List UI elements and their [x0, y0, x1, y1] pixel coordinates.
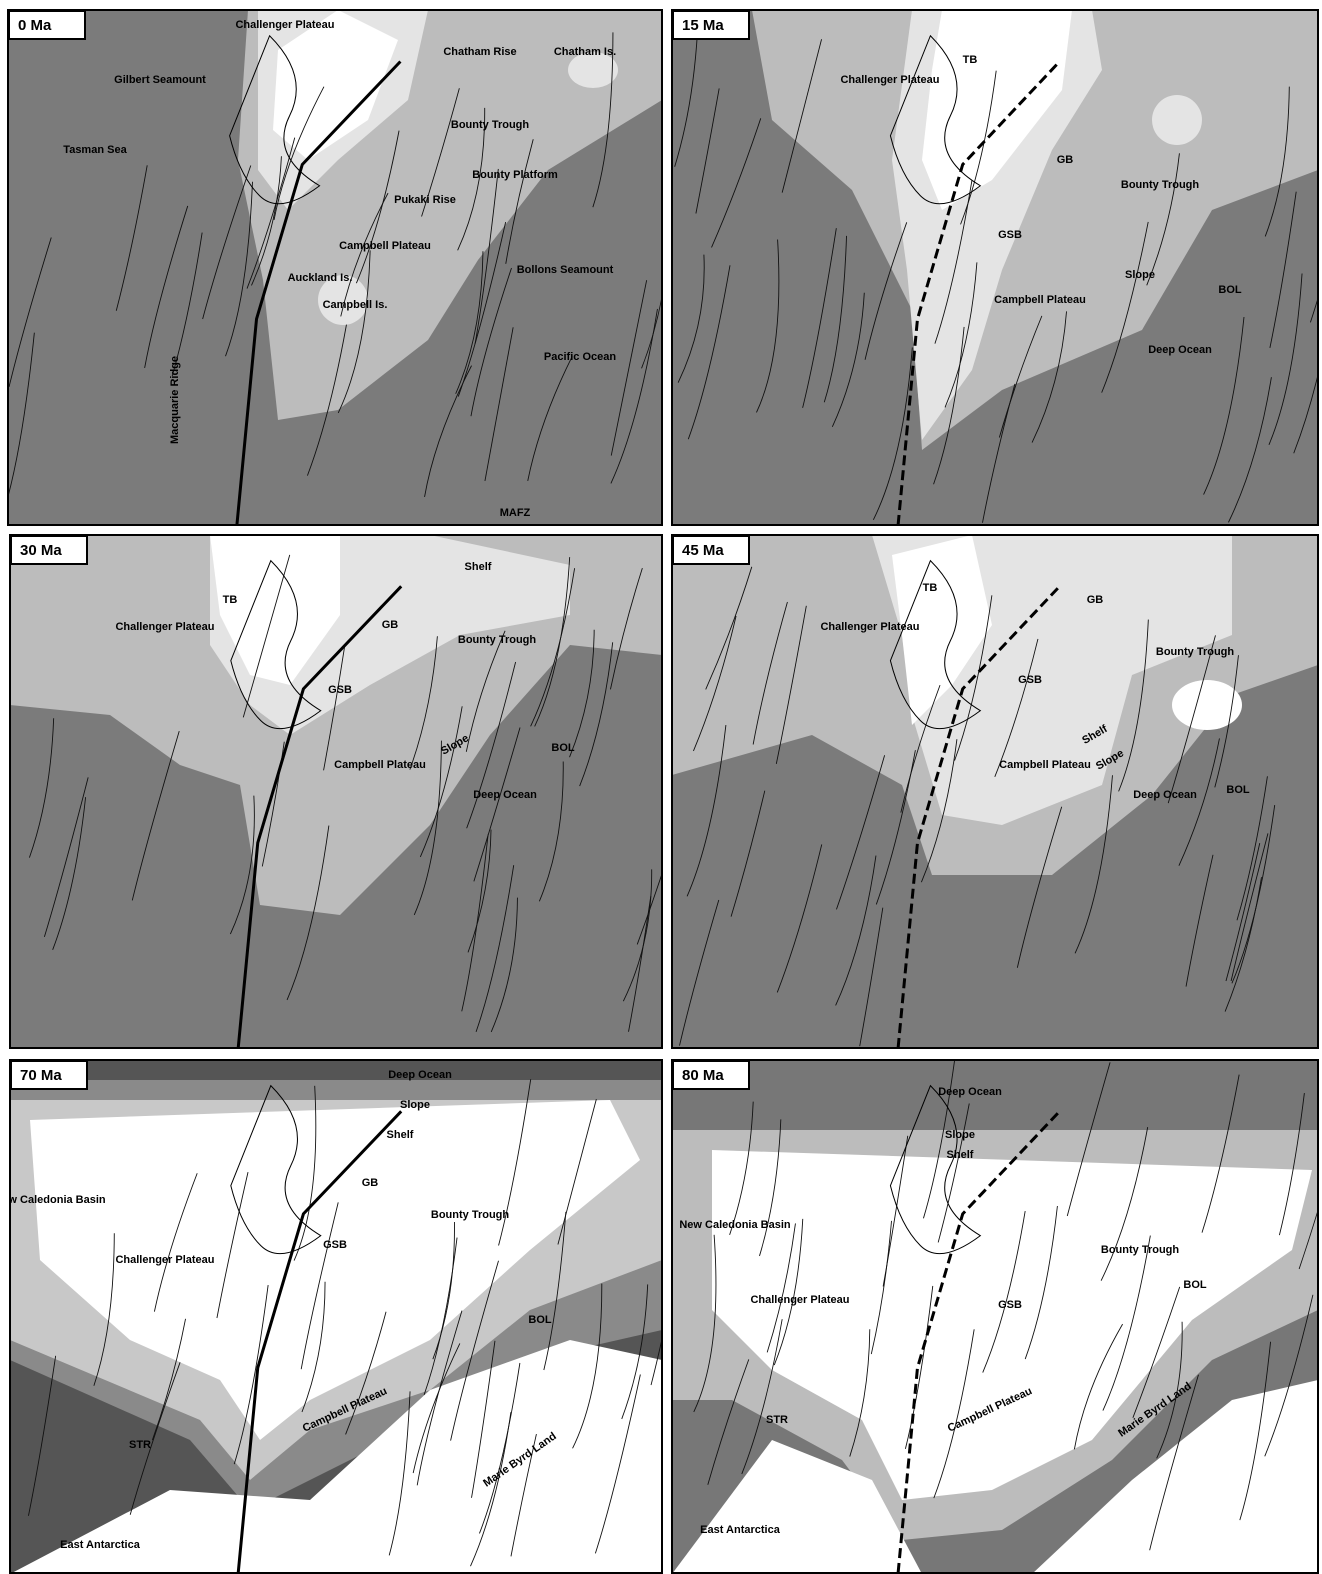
place-label: Shelf	[465, 561, 492, 573]
age-label: 70 Ma	[20, 1067, 62, 1084]
place-label: GSB	[998, 1299, 1022, 1311]
place-label: Campbell Plateau	[334, 759, 426, 771]
panel-content: Challenger Plateau Bounty Trough Campbell …	[672, 10, 1322, 525]
place-label: BOL	[1218, 284, 1242, 296]
map-panel: Deep Ocean Slope Shelf New Caledonia Basin C…	[0, 1060, 687, 1574]
place-label: Slope	[400, 1099, 430, 1111]
age-label: 0 Ma	[18, 17, 52, 34]
place-label: Campbell Plateau	[339, 240, 431, 252]
place-label: Auckland Is.	[288, 272, 353, 284]
place-label: Campbell Plateau	[994, 294, 1086, 306]
place-label: Challenger Plateau	[820, 621, 919, 633]
place-label: Bounty Trough	[1156, 646, 1234, 658]
place-label: Bounty Trough	[451, 119, 529, 131]
place-label: Chatham Is.	[554, 46, 616, 58]
map-panel: Challenger Plateau Bounty Trough Campbell …	[672, 535, 1318, 1048]
place-label: Deep Ocean	[473, 789, 537, 801]
age-label: 30 Ma	[20, 542, 62, 559]
place-label: Challenger Plateau	[115, 1254, 214, 1266]
panel-content: Deep Ocean Slope Shelf New Caledonia Basin C…	[672, 1050, 1322, 1574]
place-label: BOL	[1226, 784, 1250, 796]
place-label: Deep Ocean	[1133, 789, 1197, 801]
map-panel: Challenger Plateau Shelf Bounty Trough Camp…	[10, 535, 681, 1048]
age-label: 80 Ma	[682, 1067, 724, 1084]
place-label: Campbell Plateau	[999, 759, 1091, 771]
place-label: Deep Ocean	[1148, 344, 1212, 356]
place-label: TB	[963, 54, 978, 66]
place-label: STR	[129, 1439, 151, 1451]
place-label: Deep Ocean	[388, 1069, 452, 1081]
place-label: Bounty Trough	[458, 634, 536, 646]
place-label: Tasman Sea	[63, 144, 127, 156]
place-label: Gilbert Seamount	[114, 74, 206, 86]
place-label: STR	[766, 1414, 788, 1426]
place-label: Campbell Is.	[323, 299, 388, 311]
place-label: Slope	[945, 1129, 975, 1141]
place-label: Challenger Plateau	[235, 19, 334, 31]
place-label: Challenger Plateau	[750, 1294, 849, 1306]
place-label: Macquarie Ridge	[169, 356, 181, 444]
place-label: Bounty Trough	[1121, 179, 1199, 191]
panel-content: Deep Ocean Slope Shelf New Caledonia Basin C…	[0, 1060, 687, 1574]
place-label: GSB	[328, 684, 352, 696]
place-label: GB	[1087, 594, 1104, 606]
place-label: Bollons Seamount	[517, 264, 614, 276]
place-label: Chatham Rise	[443, 46, 516, 58]
place-label: East Antarctica	[60, 1539, 141, 1551]
place-label: GB	[382, 619, 399, 631]
map-panel: Challenger Plateau Bounty Trough Campbell …	[672, 10, 1322, 525]
place-label: GSB	[1018, 674, 1042, 686]
map-panel: Challenger Plateau Chatham Rise Chatham Is…	[8, 10, 670, 525]
figure: Challenger Plateau Chatham Rise Chatham Is…	[0, 0, 1322, 1574]
place-label: TB	[923, 582, 938, 594]
panel-content: Challenger Plateau Chatham Rise Chatham Is…	[8, 10, 670, 525]
age-label: 45 Ma	[682, 542, 724, 559]
place-label: MAFZ	[500, 507, 531, 519]
place-label: Pacific Ocean	[544, 351, 616, 363]
place-label: BOL	[1183, 1279, 1207, 1291]
facies-area	[1172, 680, 1242, 730]
place-label: Bounty Platform	[472, 169, 558, 181]
place-label: Slope	[1125, 269, 1155, 281]
age-label: 15 Ma	[682, 17, 724, 34]
place-label: GSB	[323, 1239, 347, 1251]
place-label: Bounty Trough	[1101, 1244, 1179, 1256]
place-label: Shelf	[387, 1129, 414, 1141]
place-label: Shelf	[947, 1149, 974, 1161]
panel-content: Challenger Plateau Bounty Trough Campbell …	[672, 535, 1318, 1048]
place-label: GB	[362, 1177, 379, 1189]
place-label: Pukaki Rise	[394, 194, 456, 206]
place-label: GSB	[998, 229, 1022, 241]
place-label: BOL	[528, 1314, 552, 1326]
place-label: East Antarctica	[700, 1524, 781, 1536]
facies-area	[1152, 95, 1202, 145]
place-label: New Caledonia Basin	[679, 1219, 791, 1231]
place-label: New Caledonia Basin	[0, 1194, 106, 1206]
place-label: Challenger Plateau	[840, 74, 939, 86]
place-label: Deep Ocean	[938, 1086, 1002, 1098]
page: {"panels": [ {"age": "0 Ma", "labels": […	[0, 0, 1322, 1574]
place-label: Challenger Plateau	[115, 621, 214, 633]
place-label: Bounty Trough	[431, 1209, 509, 1221]
map-panel: Deep Ocean Slope Shelf New Caledonia Basin C…	[672, 1050, 1322, 1574]
panel-content: Challenger Plateau Shelf Bounty Trough Camp…	[10, 535, 681, 1048]
place-label: BOL	[551, 742, 575, 754]
place-label: TB	[223, 594, 238, 606]
place-label: GB	[1057, 154, 1074, 166]
